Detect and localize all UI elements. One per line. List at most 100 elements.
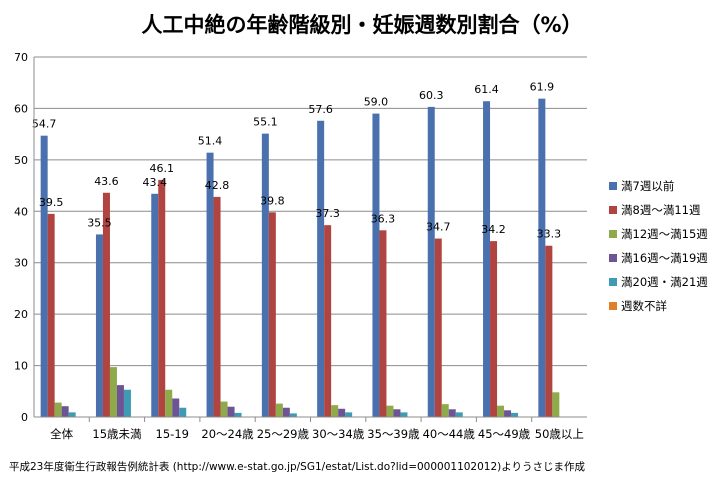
data-label: 39.5 bbox=[39, 196, 64, 209]
source-note: 平成23年度衛生行政報告例統計表 (http://www.e-stat.go.j… bbox=[9, 461, 586, 473]
bar bbox=[116, 385, 124, 417]
x-category-label: 35～39歳 bbox=[367, 427, 420, 441]
bar bbox=[68, 412, 76, 417]
bar bbox=[158, 179, 166, 417]
data-label: 51.4 bbox=[198, 135, 223, 148]
bar bbox=[552, 392, 560, 417]
data-label: 54.7 bbox=[32, 118, 57, 131]
bar bbox=[386, 405, 394, 417]
bar bbox=[95, 234, 103, 417]
bar bbox=[338, 408, 346, 417]
axes bbox=[33, 57, 587, 422]
bar bbox=[455, 412, 463, 417]
data-label: 43.4 bbox=[143, 176, 168, 189]
data-label: 34.7 bbox=[426, 221, 451, 234]
data-label: 39.8 bbox=[260, 194, 285, 207]
x-category-label: 15-19 bbox=[156, 427, 189, 441]
bar bbox=[427, 106, 435, 417]
x-category-label: 50歳以上 bbox=[535, 427, 584, 441]
bar bbox=[172, 398, 180, 417]
bar bbox=[109, 367, 117, 417]
gridlines bbox=[34, 56, 587, 367]
bar bbox=[317, 120, 325, 418]
bar bbox=[151, 193, 159, 417]
bar bbox=[282, 407, 290, 417]
x-category-label: 25～29歳 bbox=[257, 427, 310, 441]
legend-swatch bbox=[609, 230, 617, 238]
data-label: 43.6 bbox=[94, 175, 119, 188]
bar bbox=[261, 133, 269, 417]
bar bbox=[545, 245, 553, 417]
y-tick-label: 10 bbox=[14, 360, 28, 373]
data-label: 57.6 bbox=[308, 103, 333, 116]
bar bbox=[483, 101, 491, 417]
x-category-label: 15歳未満 bbox=[92, 427, 141, 441]
y-tick-label: 50 bbox=[14, 154, 28, 167]
legend-swatch bbox=[609, 302, 617, 310]
y-tick-label: 0 bbox=[21, 411, 28, 424]
bar bbox=[441, 404, 449, 417]
bar bbox=[538, 98, 546, 418]
legend: 満7週以前満8週～満11週満12週～満15週満16週～満19週満20週・満21週… bbox=[609, 179, 708, 313]
data-label: 33.3 bbox=[537, 228, 562, 241]
bars bbox=[40, 98, 560, 418]
bar bbox=[331, 405, 339, 417]
data-label: 61.4 bbox=[474, 83, 499, 96]
bar bbox=[511, 412, 519, 417]
y-tick-label: 20 bbox=[14, 308, 28, 321]
bar bbox=[220, 401, 228, 417]
data-label: 46.1 bbox=[150, 162, 175, 175]
legend-swatch bbox=[609, 182, 617, 190]
bar bbox=[179, 407, 187, 417]
bar bbox=[289, 413, 297, 417]
bar bbox=[268, 212, 276, 417]
legend-swatch bbox=[609, 254, 617, 262]
chart-title: 人工中絶の年齢階級別・妊娠週数別割合（%） bbox=[141, 13, 582, 37]
y-tick-label: 60 bbox=[14, 102, 28, 115]
bar bbox=[434, 238, 442, 417]
data-label: 55.1 bbox=[253, 116, 278, 129]
legend-label: 満8週～満11週 bbox=[621, 203, 701, 217]
data-label: 59.0 bbox=[364, 96, 389, 109]
legend-label: 週数不詳 bbox=[621, 299, 667, 313]
bar bbox=[372, 113, 380, 418]
bar bbox=[393, 409, 401, 417]
bar bbox=[345, 412, 353, 417]
bar bbox=[123, 389, 131, 417]
y-tick-label: 40 bbox=[14, 205, 28, 218]
bar bbox=[47, 213, 55, 417]
bar bbox=[165, 389, 173, 417]
bar bbox=[102, 192, 110, 417]
x-axis-category-labels: 全体 15歳未満 15-19 20～24歳 25～29歳 30～34歳 35～39歳 40～4… bbox=[50, 427, 584, 441]
bar bbox=[490, 241, 498, 417]
bar bbox=[324, 225, 332, 417]
data-labels: 54.7 39.5 35.5 43.6 43.446.1 51.4 42.8 55.1 39.8… bbox=[32, 81, 561, 241]
x-category-label: 20～24歳 bbox=[201, 427, 254, 441]
bar bbox=[497, 405, 505, 417]
bar bbox=[400, 412, 408, 417]
bar bbox=[40, 135, 48, 417]
bar bbox=[61, 406, 69, 417]
bar bbox=[504, 410, 512, 417]
bar bbox=[448, 409, 456, 417]
x-category-label: 40～44歳 bbox=[423, 427, 476, 441]
legend-label: 満12週～満15週 bbox=[621, 227, 708, 241]
legend-swatch bbox=[609, 206, 617, 214]
bar bbox=[54, 402, 62, 417]
x-category-label: 全体 bbox=[50, 427, 73, 441]
data-label: 36.3 bbox=[371, 212, 396, 225]
y-tick-label: 30 bbox=[14, 257, 28, 270]
y-axis-ticks: 0 10 20 30 40 50 60 70 bbox=[14, 51, 28, 424]
data-label: 37.3 bbox=[315, 207, 340, 220]
bar bbox=[206, 152, 214, 417]
bar bbox=[275, 403, 283, 417]
legend-label: 満7週以前 bbox=[621, 179, 674, 193]
x-category-label: 30～34歳 bbox=[312, 427, 365, 441]
y-tick-label: 70 bbox=[14, 51, 28, 64]
x-category-label: 45～49歳 bbox=[478, 427, 531, 441]
bar bbox=[234, 412, 242, 417]
data-label: 42.8 bbox=[205, 179, 230, 192]
legend-swatch bbox=[609, 278, 617, 286]
legend-label: 満16週～満19週 bbox=[621, 251, 708, 265]
